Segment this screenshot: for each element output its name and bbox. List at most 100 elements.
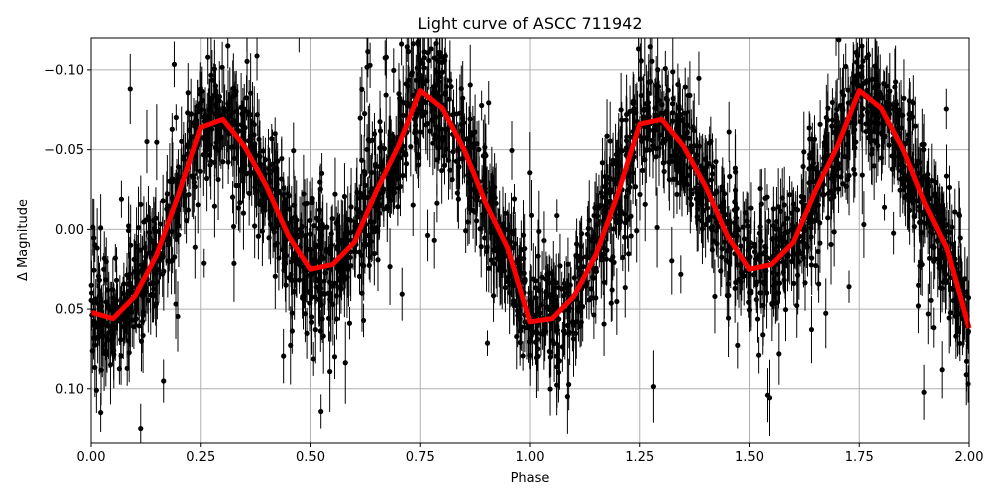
point-marker (148, 292, 153, 297)
data-point (400, 268, 405, 321)
point-marker (947, 185, 952, 190)
data-point (823, 278, 828, 348)
point-marker (748, 205, 753, 210)
point-marker (860, 106, 865, 111)
point-marker (138, 426, 143, 431)
data-point (643, 167, 648, 241)
point-marker (568, 283, 573, 288)
point-marker (683, 84, 688, 89)
data-point (161, 175, 166, 227)
point-marker (643, 202, 648, 207)
point-marker (399, 41, 404, 46)
point-marker (787, 192, 792, 197)
point-marker (689, 202, 694, 207)
data-point (846, 271, 851, 303)
data-point (565, 359, 570, 433)
point-marker (686, 93, 691, 98)
point-marker (375, 257, 380, 262)
point-marker (753, 282, 758, 287)
point-marker (801, 194, 806, 199)
data-point (654, 187, 659, 267)
point-marker (318, 409, 323, 414)
point-marker (741, 224, 746, 229)
point-marker (141, 219, 146, 224)
point-marker (98, 410, 103, 415)
data-point (619, 73, 624, 147)
point-marker (144, 139, 149, 144)
point-marker (252, 223, 257, 228)
point-marker (843, 64, 848, 69)
point-marker (281, 354, 286, 359)
point-marker (901, 96, 906, 101)
point-marker (599, 190, 604, 195)
point-marker (343, 360, 348, 365)
point-marker (254, 53, 259, 58)
point-marker (557, 358, 562, 363)
point-marker (859, 113, 864, 118)
point-marker (186, 90, 191, 95)
point-marker (957, 341, 962, 346)
point-marker (342, 194, 347, 199)
point-marker (369, 239, 374, 244)
point-marker (619, 107, 624, 112)
point-marker (237, 200, 242, 205)
point-marker (276, 255, 281, 260)
data-point (637, 169, 642, 221)
data-point (566, 359, 571, 411)
point-marker (931, 325, 936, 330)
point-marker (503, 285, 508, 290)
point-marker (553, 297, 558, 302)
data-point (882, 194, 887, 220)
point-marker (411, 41, 416, 46)
point-marker (816, 281, 821, 286)
data-point (254, 38, 259, 81)
point-marker (361, 318, 366, 323)
data-point (347, 307, 352, 339)
point-marker (557, 263, 562, 268)
point-marker (217, 94, 222, 99)
data-point (391, 48, 396, 92)
point-marker (317, 207, 322, 212)
point-marker (91, 235, 96, 240)
point-marker (426, 58, 431, 63)
point-marker (400, 173, 405, 178)
point-marker (764, 195, 769, 200)
point-marker (332, 354, 337, 359)
point-marker (634, 228, 639, 233)
point-marker (608, 138, 613, 143)
point-marker (807, 156, 812, 161)
point-marker (869, 151, 874, 156)
point-marker (696, 76, 701, 81)
point-marker (940, 367, 945, 372)
point-marker (471, 141, 476, 146)
point-marker (860, 172, 865, 177)
point-marker (365, 49, 370, 54)
point-marker (600, 160, 605, 165)
data-point (776, 323, 781, 385)
point-marker (126, 228, 131, 233)
point-marker (269, 136, 274, 141)
data-point (626, 236, 631, 272)
point-marker (920, 142, 925, 147)
data-point (479, 91, 484, 121)
point-marker (391, 68, 396, 73)
point-marker (823, 311, 828, 316)
data-point (947, 166, 952, 210)
point-marker (385, 204, 390, 209)
point-marker (623, 285, 628, 290)
point-marker (292, 289, 297, 294)
data-point (816, 265, 821, 302)
data-point (554, 199, 559, 231)
data-point (281, 329, 286, 384)
point-marker (851, 167, 856, 172)
point-marker (826, 191, 831, 196)
data-point (399, 38, 404, 65)
point-marker (654, 225, 659, 230)
data-point (634, 199, 639, 262)
point-marker (846, 284, 851, 289)
chart-title: Light curve of ASCC 711942 (417, 14, 642, 33)
point-marker (733, 286, 738, 291)
point-marker (801, 149, 806, 154)
data-point (696, 52, 701, 105)
